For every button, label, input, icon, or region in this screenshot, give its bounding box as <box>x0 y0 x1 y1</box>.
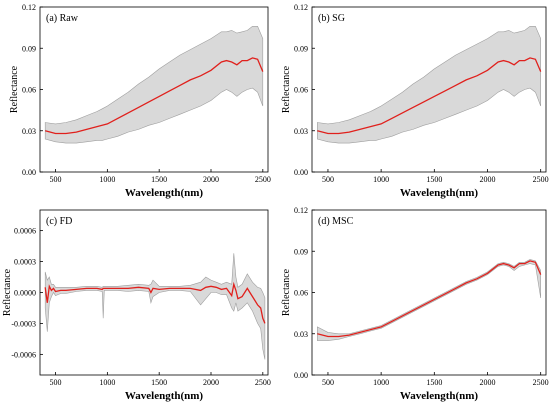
panel-title: (a) Raw <box>46 13 79 24</box>
x-tick-label: 2500 <box>255 378 271 387</box>
x-tick-label: 1000 <box>373 378 389 387</box>
x-tick-label: 2000 <box>480 378 496 387</box>
x-tick-label: 500 <box>50 175 62 184</box>
panel-title: (c) FD <box>46 216 72 227</box>
x-tick-label: 500 <box>322 378 334 387</box>
y-tick-label: 0.00 <box>294 168 308 177</box>
y-tick-label: -0.0006 <box>11 350 36 359</box>
x-tick-label: 2500 <box>255 175 271 184</box>
x-tick-label: 500 <box>322 175 334 184</box>
y-axis-label: Reflectance <box>9 65 20 113</box>
y-tick-label: 0.03 <box>294 127 308 136</box>
mean-line-sg <box>317 57 542 135</box>
plot-frame <box>311 209 547 376</box>
x-tick-label: 2000 <box>203 175 219 184</box>
mean-line-raw <box>45 57 264 135</box>
x-tick-label: 1500 <box>151 175 167 184</box>
panel-msc: 0.00 0.03 0.06 0.09 0.12 500 1000 1500 2000 2500 (… <box>281 206 549 402</box>
y-tick-label: 0.00 <box>22 168 36 177</box>
std-band-raw <box>44 26 264 144</box>
x-tick-label: 2500 <box>533 378 549 387</box>
y-tick-label: 0.06 <box>294 86 308 95</box>
y-axis-label: Reflectance <box>281 65 292 113</box>
y-tick-label: 0.06 <box>294 289 308 298</box>
y-tick-label: 0.03 <box>22 127 36 136</box>
x-tick-label: 1500 <box>426 378 442 387</box>
y-tick-label: 0.12 <box>294 206 308 215</box>
x-tick-label: 2000 <box>203 378 219 387</box>
y-tick-label: 0.09 <box>294 247 308 256</box>
y-tick-label: -0.0003 <box>11 319 36 328</box>
y-axis-label: Reflectance <box>2 268 13 316</box>
x-axis-label: Wavelength(nm) <box>125 187 204 199</box>
y-tick-label: 0.00 <box>294 371 308 380</box>
panel-title: (d) MSC <box>318 216 354 227</box>
x-tick-label: 2500 <box>533 175 549 184</box>
x-tick-label: 1000 <box>373 175 389 184</box>
std-band-msc <box>317 259 541 341</box>
y-tick-label: 0.09 <box>294 44 308 53</box>
x-tick-label: 1000 <box>99 378 115 387</box>
x-axis-label: Wavelength(nm) <box>125 390 204 402</box>
y-tick-label: 0.0006 <box>14 227 36 236</box>
panel-fd: -0.0006 -0.0003 0.0000 0.0003 0.0006 500 1000 1… <box>2 209 271 402</box>
mean-line-msc <box>317 260 542 338</box>
x-axis-label: Wavelength(nm) <box>400 187 479 199</box>
y-axis-label: Reflectance <box>281 268 292 316</box>
std-band-sg <box>317 26 541 144</box>
y-tick-label: 0.06 <box>22 86 36 95</box>
x-tick-label: 1500 <box>426 175 442 184</box>
mean-line-fd <box>44 281 266 324</box>
panel-sg: 0.00 0.03 0.06 0.09 0.12 500 1000 1500 2000 2500 (… <box>281 3 549 199</box>
x-axis-label: Wavelength(nm) <box>400 390 479 402</box>
x-tick-label: 2000 <box>480 175 496 184</box>
panel-title: (b) SG <box>318 13 345 24</box>
y-tick-label: 0.03 <box>294 330 308 339</box>
y-tick-label: 0.0000 <box>14 289 36 298</box>
x-tick-label: 1000 <box>99 175 115 184</box>
y-tick-label: 0.09 <box>22 44 36 53</box>
panel-raw: 0.00 0.03 0.06 0.09 0.12 500 1000 1500 2000 2500 (… <box>9 3 271 199</box>
y-tick-label: 0.12 <box>22 3 36 12</box>
std-band-fd <box>44 253 266 360</box>
x-tick-label: 1500 <box>151 378 167 387</box>
y-tick-label: 0.12 <box>294 3 308 12</box>
x-tick-label: 500 <box>50 378 62 387</box>
y-tick-label: 0.0003 <box>14 258 36 267</box>
